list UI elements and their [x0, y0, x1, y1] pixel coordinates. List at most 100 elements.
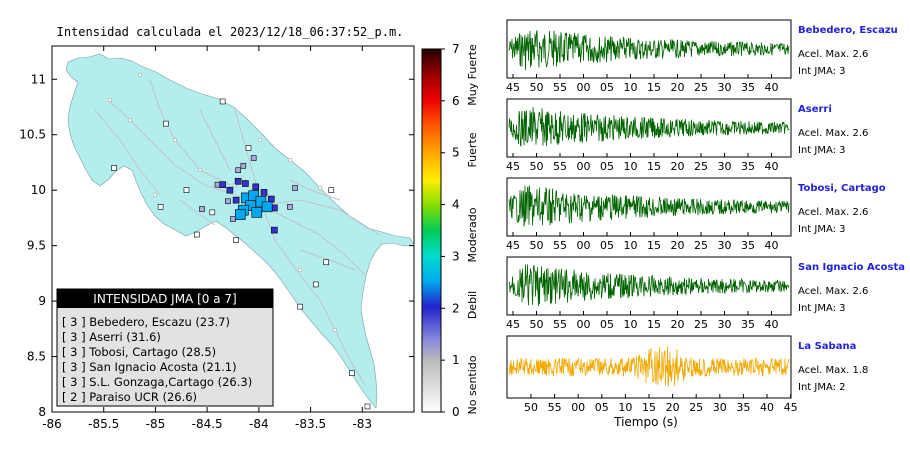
intensity-point — [183, 187, 190, 193]
seismogram-tick-label: 50 — [530, 160, 544, 173]
intensity-point — [199, 206, 205, 212]
colorbar-tick-label: 2 — [452, 301, 460, 315]
seismogram-tick-label: 15 — [647, 81, 661, 94]
seismogram-trace — [508, 185, 790, 227]
seismogram-tick-label: 55 — [553, 160, 567, 173]
intensity-point — [230, 216, 236, 222]
intensity-point — [194, 231, 200, 238]
intensity-point — [162, 120, 169, 127]
station-int-jma: Int JMA: 2 — [798, 382, 846, 393]
intensity-point — [267, 195, 275, 203]
station-name: La Sabana — [798, 341, 856, 352]
seismogram-tick-label: 35 — [741, 81, 755, 94]
town-marker — [128, 118, 132, 122]
map-x-tick-label: -83.5 — [295, 417, 326, 431]
seismogram-trace — [508, 107, 790, 147]
intensity-point — [250, 155, 257, 161]
seismogram-tick-label: 30 — [718, 160, 732, 173]
station-int-jma: Int JMA: 3 — [798, 145, 846, 156]
station-int-jma: Int JMA: 3 — [798, 66, 846, 77]
seismogram-tick-label: 55 — [553, 81, 567, 94]
legend-item: [ 3 ] Aserri (31.6) — [62, 330, 161, 344]
legend-item: [ 3 ] Tobosi, Cartago (28.5) — [62, 345, 216, 359]
intensity-point — [225, 198, 231, 205]
station-accel-max: Acel. Max. 2.6 — [798, 49, 868, 60]
seismogram-tick-label: 20 — [671, 160, 685, 173]
colorbar-label: Moderado — [466, 207, 479, 262]
legend-item: [ 3 ] San Ignacio Acosta (21.1) — [62, 360, 237, 374]
seismogram-tick-label: 10 — [624, 318, 638, 331]
intensity-point — [349, 370, 355, 376]
seismogram-tick-label: 00 — [577, 81, 591, 94]
seismogram-tick-label: 05 — [600, 81, 614, 94]
town-marker — [173, 138, 177, 142]
seismogram-trace — [508, 346, 790, 387]
legend-item: [ 2 ] Paraiso UCR (26.6) — [62, 390, 197, 404]
intensity-point — [251, 207, 263, 218]
seismogram-frame — [506, 177, 792, 237]
seismogram-tick-label: 55 — [548, 401, 562, 414]
seismogram-tick-label: 40 — [765, 81, 779, 94]
station-accel-max: Acel. Max. 2.6 — [798, 207, 868, 218]
station-int-jma: Int JMA: 3 — [798, 224, 846, 235]
seismogram-tick-label: 05 — [595, 401, 609, 414]
seismogram-tick-label: 35 — [736, 401, 750, 414]
seismogram-tick-label: 40 — [765, 160, 779, 173]
seismogram-panel: 50 55 00 05 10 15 20 25 30 35 40 45 La Sabana Acel. M… — [506, 335, 868, 414]
time-axis-label: Tiempo (s) — [613, 415, 678, 429]
station-name: Tobosi, Cartago — [798, 183, 886, 194]
seismogram-tick-label: 10 — [624, 160, 638, 173]
seismogram-panel: 45 50 55 00 05 10 15 20 25 30 35 40 Aserri Acel. Max.… — [506, 98, 868, 173]
seismogram-tick-label: 25 — [694, 239, 708, 252]
intensity-point — [287, 204, 293, 210]
seismogram-panel: 45 50 55 00 05 10 15 20 25 30 35 40 San Ignacio Acos… — [506, 256, 905, 331]
colorbar-tick-label: 4 — [452, 198, 460, 212]
intensity-point — [292, 185, 298, 191]
town-marker — [108, 98, 112, 102]
intensity-point — [219, 181, 226, 188]
legend-box — [56, 288, 274, 407]
map-x-tick-label: -84.5 — [192, 417, 223, 431]
intensity-point — [232, 196, 240, 204]
seismogram-tick-label: 45 — [506, 239, 520, 252]
seismogram-tick-label: 00 — [571, 401, 585, 414]
seismogram-tick-label: 40 — [765, 318, 779, 331]
town-marker — [138, 73, 142, 77]
legend-item: [ 3 ] S.L. Gonzaga,Cartago (26.3) — [62, 375, 252, 389]
seismogram-tick-label: 20 — [671, 318, 685, 331]
seismogram-tick-label: 50 — [530, 81, 544, 94]
map-y-tick-label: 10.5 — [19, 128, 46, 142]
seismogram-tick-label: 20 — [666, 401, 680, 414]
colorbar-gradient — [421, 48, 442, 413]
intensity-point — [260, 189, 268, 196]
map-plot: -86 -85.5 -85 -84.5 -84 -83.5 -83 8 8.5 9 9.5 10 10… — [19, 45, 415, 431]
seismogram-tick-label: 20 — [671, 81, 685, 94]
road — [107, 99, 366, 276]
seismogram-tick-label: 25 — [694, 160, 708, 173]
station-accel-max: Acel. Max. 2.6 — [798, 128, 868, 139]
legend-items: [ 3 ] Bebedero, Escazu (23.7)[ 3 ] Aserr… — [62, 315, 252, 404]
map-x-tick-label: -85 — [146, 417, 166, 431]
seismogram-tick-label: 15 — [647, 318, 661, 331]
legend-item: [ 3 ] Bebedero, Escazu (23.7) — [62, 315, 230, 329]
station-accel-max: Acel. Max. 2.6 — [798, 286, 868, 297]
station-accel-max: Acel. Max. 1.8 — [798, 365, 868, 376]
seismogram-tick-label: 05 — [600, 239, 614, 252]
seismogram-tick-label: 50 — [524, 401, 538, 414]
intensity-point — [261, 201, 273, 213]
road — [179, 199, 216, 226]
intensity-point — [111, 165, 117, 171]
station-name: Bebedero, Escazu — [798, 25, 898, 36]
intensity-point — [271, 226, 278, 234]
intensity-point — [226, 186, 234, 194]
intensity-point — [240, 162, 247, 169]
colorbar-tick-label: 5 — [452, 146, 460, 160]
seismogram-tick-label: 40 — [765, 239, 779, 252]
seismogram-tick-label: 15 — [642, 401, 656, 414]
intensity-point — [219, 98, 226, 105]
seismogram-panels: 45 50 55 00 05 10 15 20 25 30 35 40 Bebedero, Escazu… — [506, 19, 905, 414]
seismogram-panel: 45 50 55 00 05 10 15 20 25 30 35 40 Tobosi, Cartago A… — [506, 177, 886, 252]
map-x-axis: -86 -85.5 -85 -84.5 -84 -83.5 -83 — [42, 46, 372, 431]
colorbar-label: Debil — [466, 291, 479, 319]
